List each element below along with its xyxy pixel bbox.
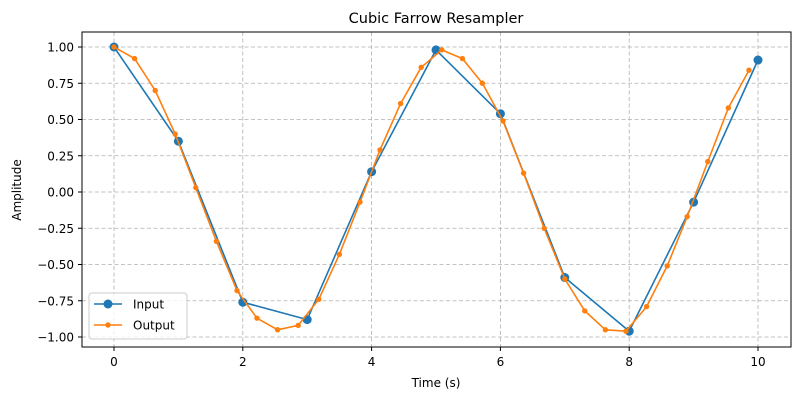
data-point-marker	[254, 315, 260, 321]
data-point-marker	[746, 67, 752, 73]
legend-item-input: Input	[94, 298, 164, 312]
data-point-marker	[562, 276, 568, 282]
y-tick-label: 0.00	[47, 186, 74, 200]
legend-marker	[103, 299, 113, 309]
y-tick-label: 0.25	[47, 149, 74, 163]
series-output	[111, 44, 752, 334]
legend: Input Output	[88, 292, 188, 340]
data-point-marker	[602, 327, 609, 333]
data-point-marker	[725, 105, 732, 111]
data-point-marker	[172, 131, 178, 137]
data-point-marker	[520, 170, 527, 176]
data-point-marker	[377, 147, 383, 153]
data-point-marker	[274, 327, 281, 333]
data-point-marker	[111, 44, 117, 50]
data-point-marker	[234, 287, 240, 294]
y-axis-label: Amplitude	[10, 159, 24, 221]
y-axis-ticks: 1.00 0.75 0.50 0.25 0.00 −0.25 −0.50 −0.75 −1.00	[37, 41, 82, 345]
series-input	[109, 42, 763, 336]
x-tick-label: 10	[750, 355, 765, 369]
y-tick-label: −0.25	[37, 222, 74, 236]
legend-item-output: Output	[94, 319, 175, 333]
data-point-marker	[479, 80, 486, 86]
data-point-marker	[193, 184, 199, 191]
data-point-marker	[213, 238, 220, 244]
plot-area-frame	[81, 31, 792, 348]
data-point-marker	[664, 263, 670, 269]
chart-title: Cubic Farrow Resampler	[349, 11, 524, 27]
y-tick-label: −1.00	[37, 331, 74, 345]
data-point-marker	[582, 308, 588, 314]
data-point-marker	[643, 303, 650, 310]
data-point-marker	[238, 297, 248, 307]
x-tick-label: 6	[497, 355, 505, 369]
series-line	[113, 46, 759, 333]
x-tick-label: 8	[625, 355, 633, 369]
legend-label: Input	[133, 298, 164, 312]
data-point-marker	[623, 328, 629, 334]
y-tick-label: 1.00	[47, 41, 74, 55]
data-point-marker	[459, 55, 466, 62]
y-tick-label: 0.75	[47, 77, 74, 91]
data-point-marker	[418, 64, 424, 71]
x-axis-label: Time (s)	[411, 376, 461, 390]
x-tick-label: 2	[239, 355, 247, 369]
data-point-marker	[705, 158, 711, 165]
data-point-marker	[500, 118, 506, 124]
series-line	[113, 46, 750, 333]
data-point-marker	[152, 87, 158, 94]
data-point-marker	[684, 213, 690, 220]
x-tick-label: 0	[110, 355, 118, 369]
x-axis-ticks: 0 2 4 6 8 10	[110, 347, 766, 369]
data-point-marker	[439, 47, 445, 53]
data-point-marker	[295, 322, 301, 329]
data-point-marker	[336, 251, 343, 258]
legend-marker	[105, 322, 111, 328]
grid-lines	[82, 32, 791, 347]
data-point-marker	[357, 199, 363, 205]
data-point-marker	[397, 100, 404, 107]
data-point-marker	[541, 225, 547, 231]
x-tick-label: 4	[368, 355, 376, 369]
data-point-marker	[316, 296, 322, 302]
legend-label: Output	[133, 319, 175, 333]
data-point-marker	[302, 315, 312, 325]
y-tick-label: 0.50	[47, 113, 74, 127]
y-tick-label: −0.75	[37, 294, 74, 308]
data-point-marker	[131, 55, 138, 62]
plot-series	[109, 42, 763, 336]
y-tick-label: −0.50	[37, 258, 74, 272]
data-point-marker	[753, 55, 763, 65]
